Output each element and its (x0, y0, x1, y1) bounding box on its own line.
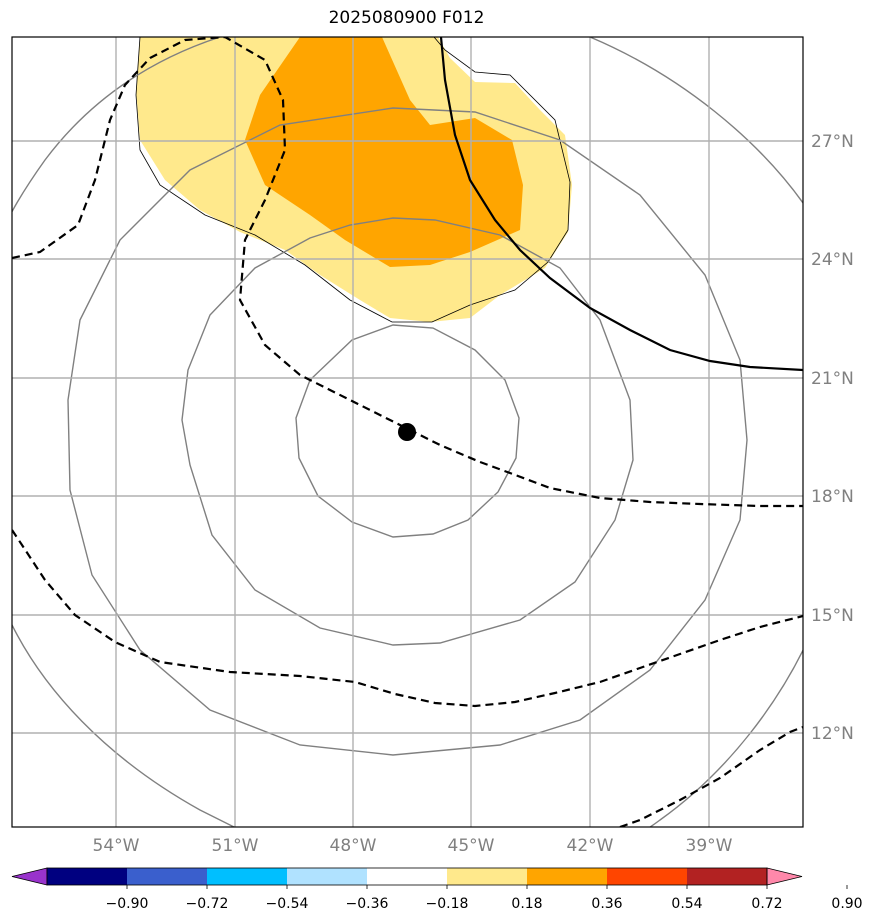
colorbar-bin (607, 868, 688, 885)
lat-label-12: 12°N (811, 724, 854, 744)
colorbar-bin (47, 868, 128, 885)
map-frame (11, 36, 804, 828)
map-title: 2025080900 F012 (328, 8, 485, 28)
lat-label-15: 15°N (811, 606, 854, 626)
lon-label-48: 48°W (330, 836, 377, 856)
colorbar-bin (367, 868, 448, 885)
anomaly-outline (135, 37, 571, 323)
lat-label-24: 24°N (811, 250, 854, 270)
longitude-labels: 54°W 51°W 48°W 45°W 42°W 39°W (93, 836, 733, 856)
storm-center-marker (398, 423, 416, 441)
solid-contour (439, 37, 803, 372)
colorbar-bin (127, 868, 208, 885)
colorbar-tick-label: 0.36 (591, 896, 622, 912)
colorbar-tick-label: 0.54 (671, 896, 702, 912)
lon-label-51: 51°W (212, 836, 259, 856)
colorbar-tick-label: −0.36 (346, 896, 389, 912)
colorbar-tick-label: −0.18 (426, 896, 469, 912)
lon-label-45: 45°W (448, 836, 495, 856)
latitude-labels: 27°N 24°N 21°N 18°N 15°N 12°N (811, 132, 854, 744)
colorbar-tick-label: 0.90 (831, 896, 862, 912)
pressure-contours (12, 37, 803, 827)
colorbar-frame (46, 867, 768, 886)
colorbar-tick-label: −0.72 (186, 896, 229, 912)
anomaly-fill-orange (245, 37, 523, 267)
lat-label-27: 27°N (811, 132, 854, 152)
colorbar-bin (447, 868, 528, 885)
lat-label-18: 18°N (811, 487, 854, 507)
lon-label-42: 42°W (567, 836, 614, 856)
colorbar-bin (687, 868, 768, 885)
colorbar-extend-low (11, 867, 48, 886)
colorbar-tick-label: −0.54 (266, 896, 309, 912)
lat-label-21: 21°N (811, 369, 854, 389)
dashed-contours (12, 37, 803, 827)
colorbar-bin (207, 868, 288, 885)
colorbar-tick-label: 0.72 (751, 896, 782, 912)
colorbar-extend-high (766, 867, 803, 886)
lon-label-54: 54°W (93, 836, 140, 856)
colorbar-bin (287, 868, 368, 885)
colorbar: −0.90 −0.72 −0.54 −0.36 −0.18 0.18 0.36 0.54 0.7… (11, 867, 863, 912)
colorbar-tick-label: 0.18 (511, 896, 542, 912)
map-area (12, 37, 803, 827)
colorbar-bin (527, 868, 608, 885)
graticule (12, 37, 803, 827)
lon-label-39: 39°W (686, 836, 733, 856)
colorbar-tick-label: −0.90 (106, 896, 149, 912)
